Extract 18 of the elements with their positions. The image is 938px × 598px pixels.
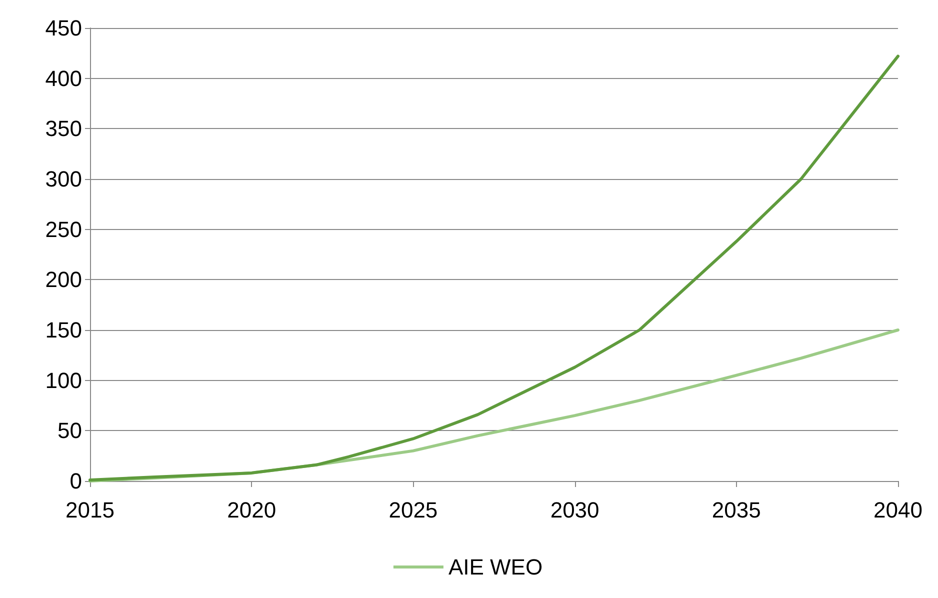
x-tick-label: 2040	[874, 498, 922, 522]
y-tick-label: 200	[45, 267, 82, 292]
y-tick-label: 100	[45, 368, 82, 393]
y-tick-label: 150	[45, 318, 82, 342]
line-series	[88, 54, 900, 482]
y-tick-label: 50	[58, 418, 82, 444]
x-tick-label: 2025	[388, 498, 438, 522]
x-tick-label: 2030	[550, 498, 600, 522]
y-tick-label: 250	[45, 216, 82, 242]
x-tick-label: 2020	[227, 498, 276, 522]
legend-label: AIE WEO	[448, 554, 543, 580]
y-tick-label: 450	[45, 16, 82, 40]
x-tick-label: 2015	[66, 498, 114, 522]
y-tick-label: 0	[70, 468, 82, 494]
x-tick-label: 2035	[712, 498, 761, 522]
y-tick-label: 400	[45, 66, 82, 91]
y-tick-label: 350	[45, 116, 82, 142]
y-tick-label: 300	[45, 166, 82, 192]
